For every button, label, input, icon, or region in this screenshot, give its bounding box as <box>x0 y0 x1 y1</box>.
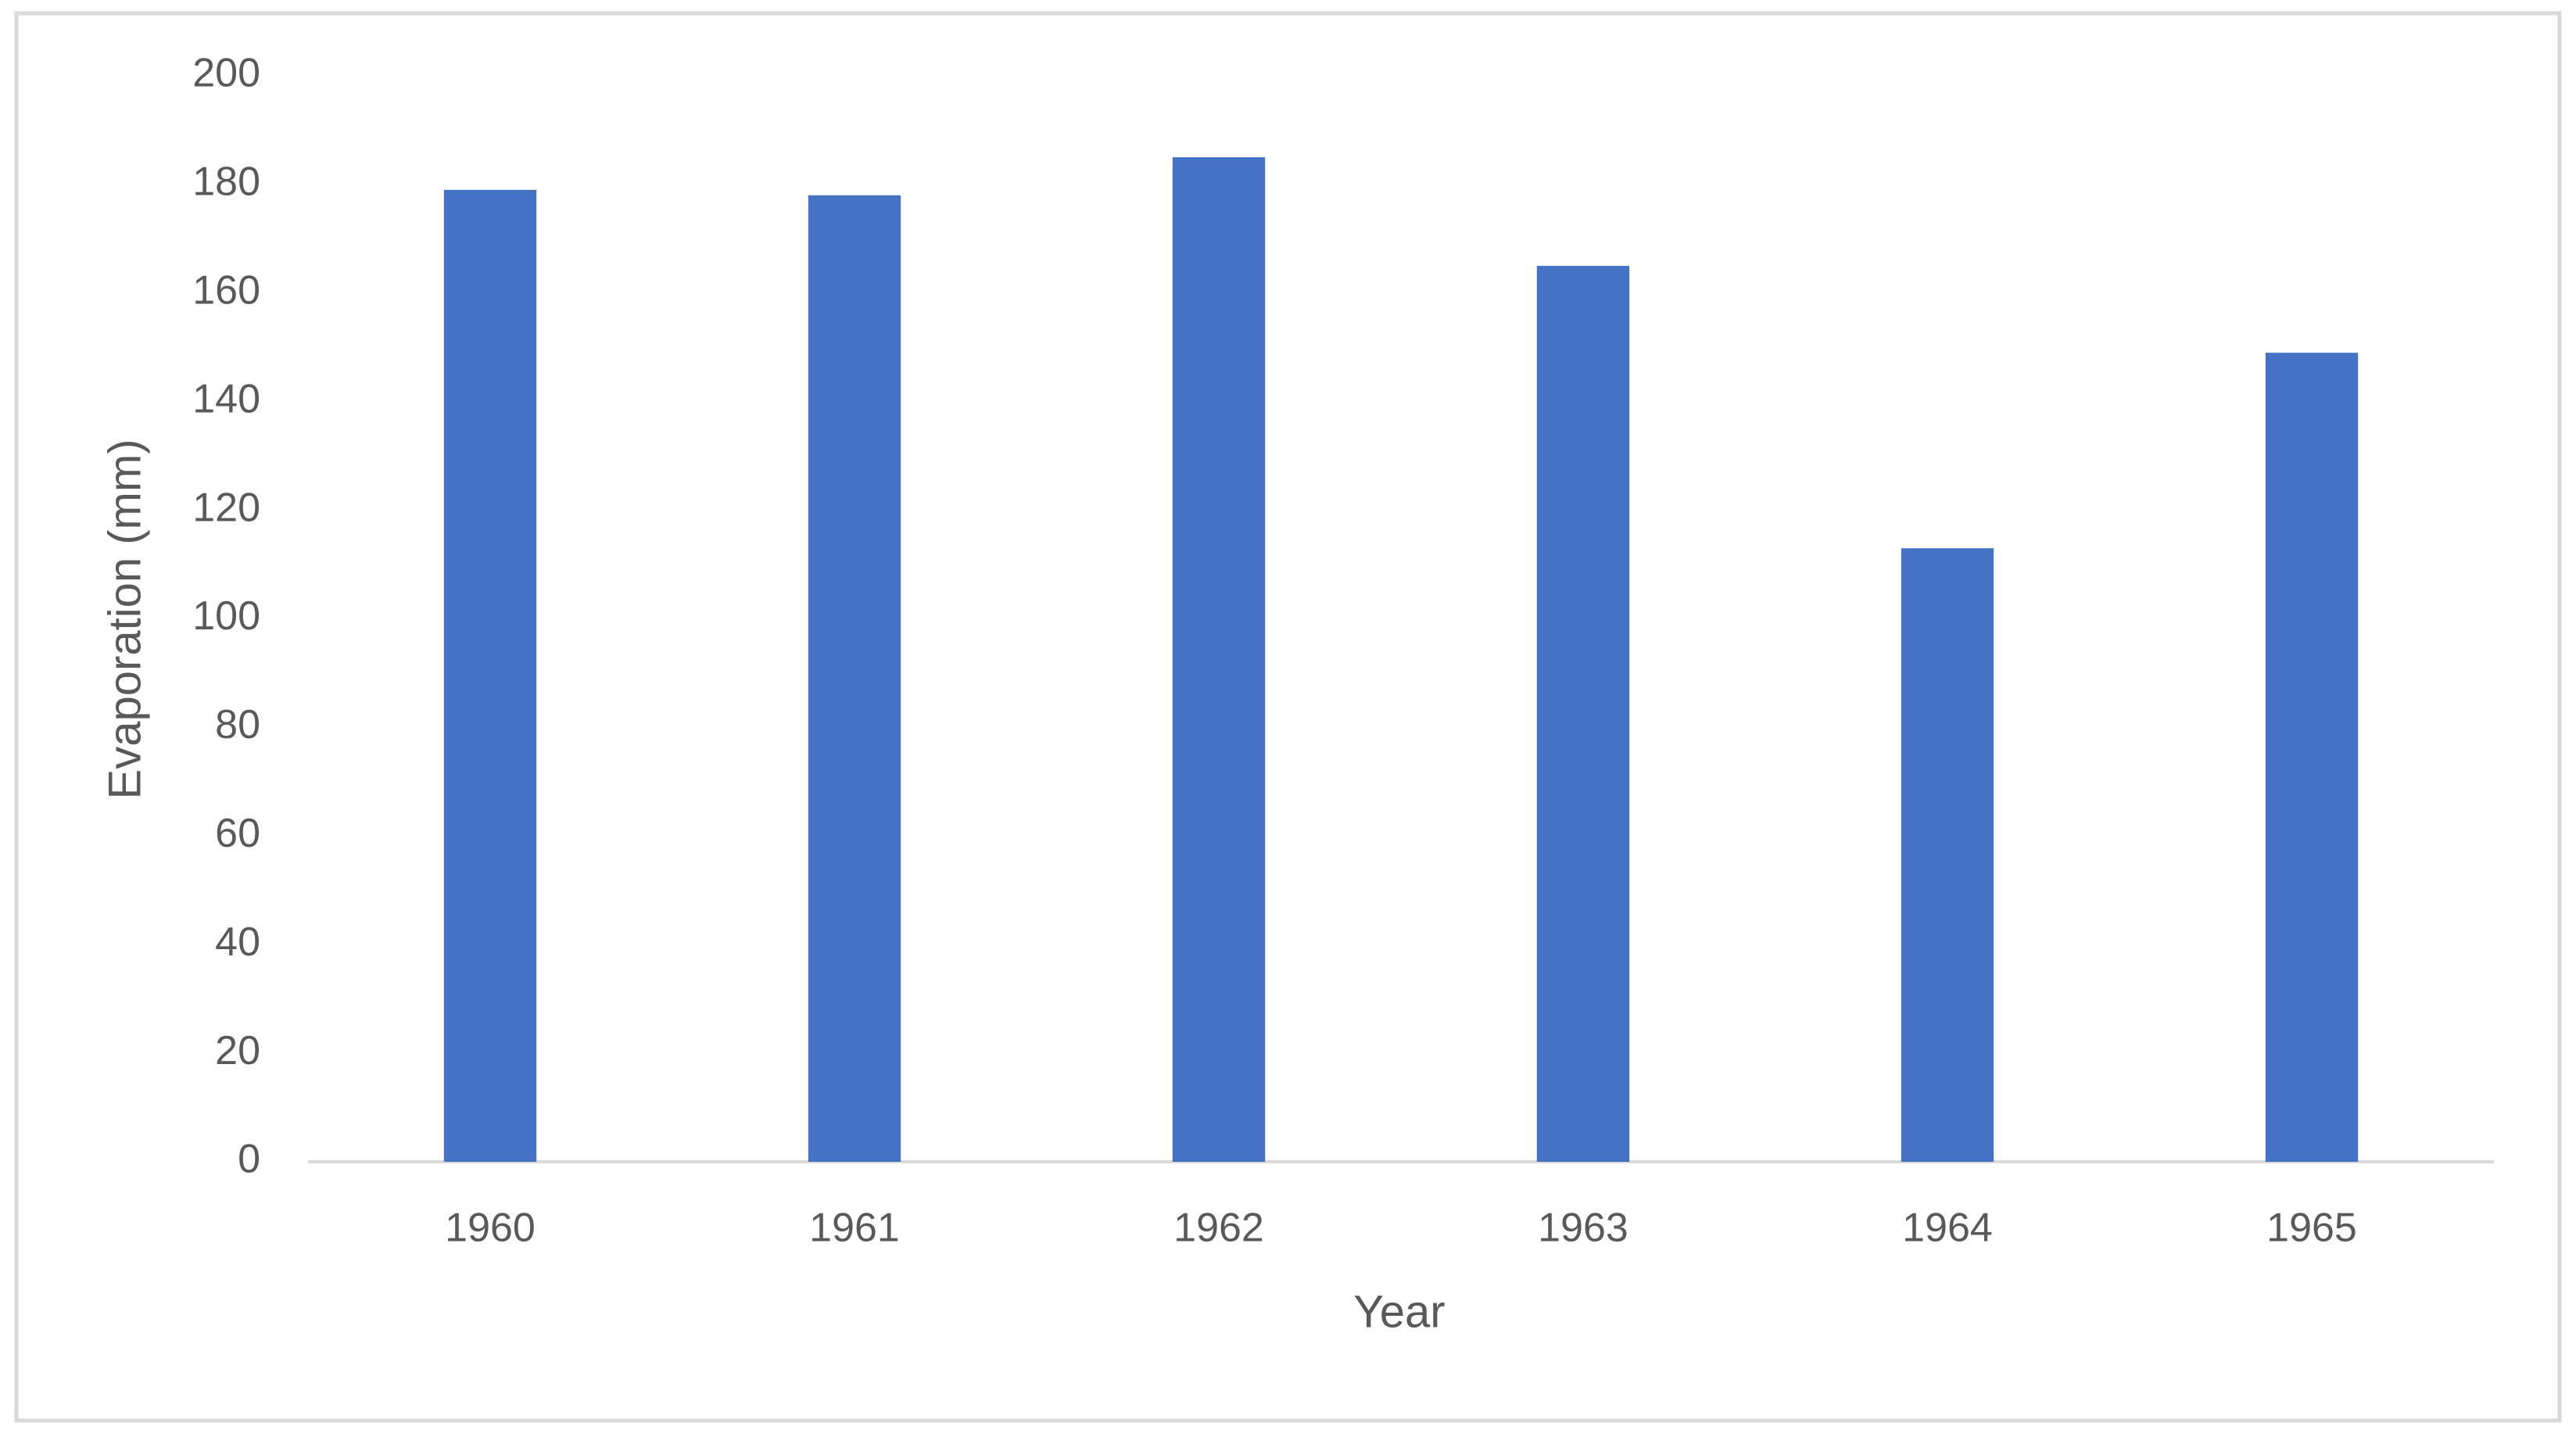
y-tick-label: 160 <box>192 268 260 314</box>
y-tick-label: 200 <box>192 51 260 96</box>
x-tick-label: 1962 <box>1173 1206 1264 1251</box>
y-axis-title: Evaporation (mm) <box>99 439 150 800</box>
bar <box>1901 548 1994 1162</box>
y-tick-label: 60 <box>215 811 260 856</box>
y-tick-label: 20 <box>215 1028 260 1073</box>
x-tick-label: 1965 <box>2266 1206 2357 1251</box>
y-tick-label: 100 <box>192 593 260 639</box>
bar <box>1172 157 1266 1162</box>
bar <box>443 189 537 1163</box>
chart-border <box>14 11 2562 1423</box>
y-tick-label: 0 <box>238 1137 260 1182</box>
y-tick-label: 40 <box>215 919 260 965</box>
x-tick-label: 1963 <box>1538 1206 1628 1251</box>
x-tick-label: 1961 <box>809 1206 900 1251</box>
y-tick-label: 120 <box>192 485 260 530</box>
bar <box>2265 353 2359 1162</box>
x-axis-title: Year <box>1353 1286 1445 1337</box>
y-tick-label: 80 <box>215 702 260 747</box>
bar <box>808 195 901 1162</box>
y-tick-label: 180 <box>192 159 260 205</box>
x-tick-label: 1964 <box>1902 1206 1993 1251</box>
y-tick-label: 140 <box>192 376 260 421</box>
bar <box>1536 266 1630 1163</box>
x-tick-label: 1960 <box>445 1206 536 1251</box>
